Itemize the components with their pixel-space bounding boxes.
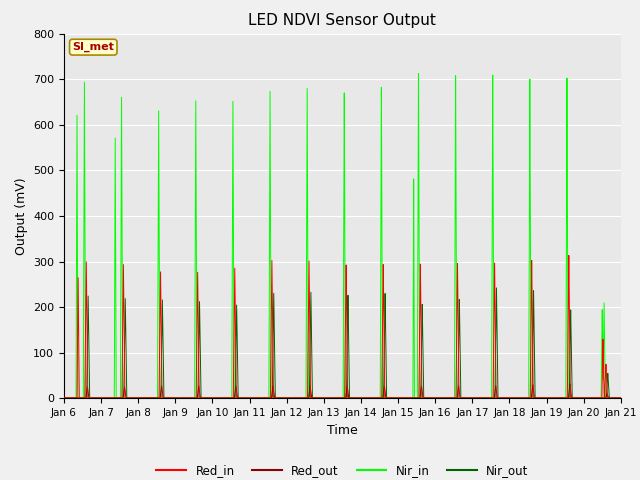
Text: SI_met: SI_met — [72, 42, 114, 52]
X-axis label: Time: Time — [327, 424, 358, 437]
Y-axis label: Output (mV): Output (mV) — [15, 177, 28, 255]
Title: LED NDVI Sensor Output: LED NDVI Sensor Output — [248, 13, 436, 28]
Legend: Red_in, Red_out, Nir_in, Nir_out: Red_in, Red_out, Nir_in, Nir_out — [152, 459, 533, 480]
